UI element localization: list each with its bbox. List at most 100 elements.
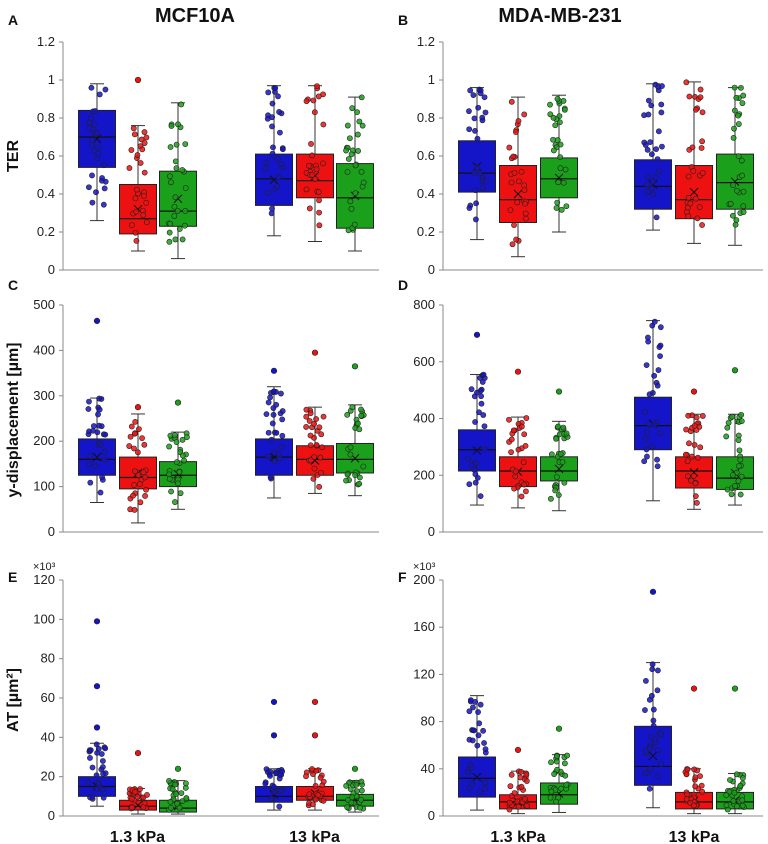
data-point bbox=[550, 136, 556, 143]
data-point bbox=[279, 146, 286, 153]
data-point bbox=[96, 395, 103, 402]
box-e-1-2 bbox=[336, 765, 374, 813]
data-point bbox=[96, 422, 102, 429]
data-point bbox=[514, 199, 521, 206]
data-point bbox=[466, 205, 473, 211]
data-point bbox=[699, 170, 706, 176]
data-point bbox=[89, 199, 96, 206]
column-title-mda-mb-231: MDA-MB-231 bbox=[498, 5, 621, 27]
data-point bbox=[683, 771, 690, 778]
data-point bbox=[352, 190, 359, 197]
data-point bbox=[553, 435, 560, 442]
outlier-point bbox=[351, 765, 359, 772]
data-point bbox=[684, 458, 691, 465]
data-point bbox=[99, 786, 106, 793]
data-point bbox=[729, 472, 736, 479]
data-point bbox=[733, 771, 740, 778]
data-point bbox=[649, 178, 656, 185]
outlier-point bbox=[690, 685, 698, 692]
data-point bbox=[173, 439, 180, 445]
data-point bbox=[683, 426, 689, 433]
data-point bbox=[316, 197, 322, 204]
data-point bbox=[732, 107, 738, 114]
y-tick-label: 160 bbox=[413, 619, 435, 634]
data-point bbox=[654, 773, 661, 780]
outlier-point bbox=[555, 388, 563, 395]
data-point bbox=[737, 782, 744, 789]
data-point bbox=[479, 114, 486, 121]
data-point bbox=[730, 798, 737, 804]
data-point bbox=[699, 138, 706, 145]
data-point bbox=[127, 433, 134, 440]
data-point bbox=[130, 125, 137, 132]
data-point bbox=[643, 678, 649, 684]
data-point bbox=[182, 141, 189, 147]
data-point bbox=[476, 720, 483, 727]
y-tick-label: 500 bbox=[33, 297, 55, 312]
data-point bbox=[506, 144, 513, 151]
box-f-0-2 bbox=[540, 725, 578, 813]
data-point bbox=[728, 491, 735, 498]
data-point bbox=[553, 205, 560, 211]
data-point bbox=[475, 732, 482, 739]
data-point bbox=[697, 94, 704, 101]
data-point bbox=[508, 98, 515, 105]
data-point bbox=[689, 144, 696, 151]
data-point bbox=[143, 219, 150, 226]
outlier-point bbox=[731, 367, 739, 374]
data-point bbox=[563, 430, 570, 437]
data-point bbox=[311, 109, 318, 116]
data-point bbox=[736, 463, 742, 469]
data-point bbox=[480, 412, 487, 418]
data-point bbox=[508, 179, 515, 186]
data-point bbox=[472, 699, 479, 705]
data-point bbox=[303, 186, 310, 193]
data-point bbox=[509, 241, 516, 248]
data-point bbox=[311, 421, 317, 427]
data-point bbox=[735, 478, 742, 484]
data-point bbox=[132, 418, 139, 425]
data-point bbox=[465, 769, 471, 776]
data-point bbox=[136, 426, 142, 433]
data-point bbox=[687, 200, 694, 207]
data-point bbox=[310, 97, 317, 104]
data-point bbox=[183, 795, 190, 801]
data-point bbox=[269, 205, 275, 212]
data-point bbox=[349, 105, 356, 112]
data-point bbox=[310, 475, 317, 482]
data-point bbox=[320, 413, 327, 420]
outlier-point bbox=[93, 317, 101, 324]
data-point bbox=[655, 747, 662, 754]
data-point bbox=[734, 187, 740, 194]
y-tick-label: 0 bbox=[48, 262, 55, 277]
data-point bbox=[268, 210, 275, 217]
data-point bbox=[316, 424, 323, 431]
y-tick-label: 0 bbox=[428, 262, 435, 277]
data-point bbox=[319, 444, 326, 451]
data-point bbox=[354, 109, 360, 115]
y-tick-label: 800 bbox=[413, 297, 435, 312]
data-point bbox=[141, 140, 148, 146]
data-point bbox=[469, 781, 475, 788]
data-point bbox=[466, 126, 473, 133]
data-point bbox=[306, 418, 313, 424]
data-point bbox=[684, 766, 691, 773]
data-point bbox=[269, 123, 275, 130]
data-point bbox=[645, 111, 652, 118]
data-point bbox=[173, 141, 180, 148]
data-point bbox=[518, 493, 525, 500]
data-point bbox=[142, 493, 148, 499]
data-point bbox=[353, 781, 360, 788]
data-point bbox=[699, 413, 706, 419]
data-point bbox=[659, 143, 665, 150]
data-point bbox=[179, 236, 186, 243]
data-point bbox=[142, 474, 149, 481]
data-point bbox=[100, 794, 107, 801]
data-point bbox=[506, 416, 512, 423]
outlier-point bbox=[93, 683, 101, 690]
data-point bbox=[508, 449, 515, 456]
box-iqr bbox=[716, 153, 754, 210]
x-category-label: 1.3 kPa bbox=[110, 829, 165, 844]
box-f-1-1 bbox=[675, 685, 713, 815]
